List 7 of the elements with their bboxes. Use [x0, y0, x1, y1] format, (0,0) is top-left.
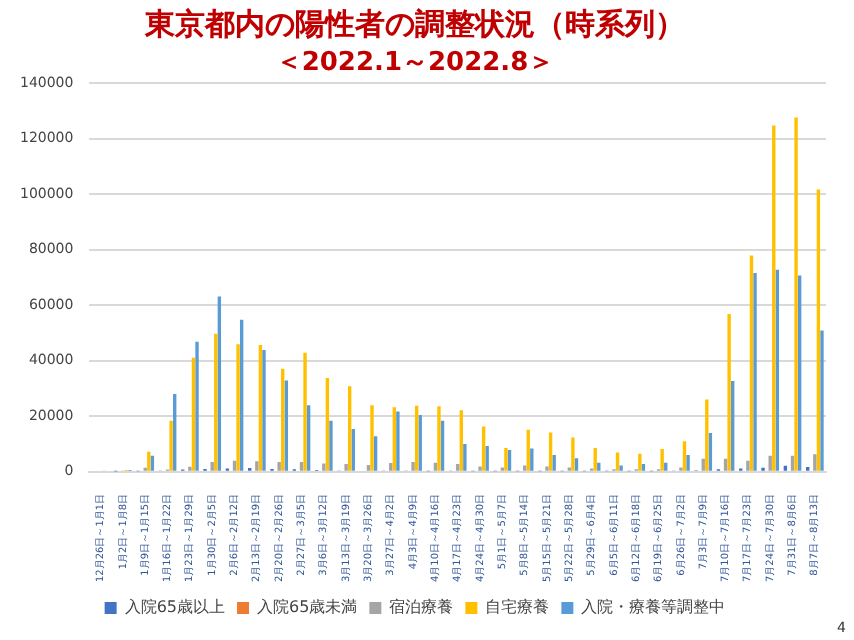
- legend-label: 入院65歳未満: [257, 598, 358, 617]
- chart-subtitle: ＜2022.1～2022.8＞: [275, 48, 555, 79]
- legend-label: 宿泊療養: [389, 598, 454, 617]
- legend-label: 入院・療養等調整中: [581, 598, 726, 617]
- legend-label: 自宅療養: [485, 598, 550, 617]
- legend-label: 入院65歳以上: [124, 598, 226, 617]
- chart-title: 東京都内の陽性者の調整状況（時系列）: [143, 5, 685, 42]
